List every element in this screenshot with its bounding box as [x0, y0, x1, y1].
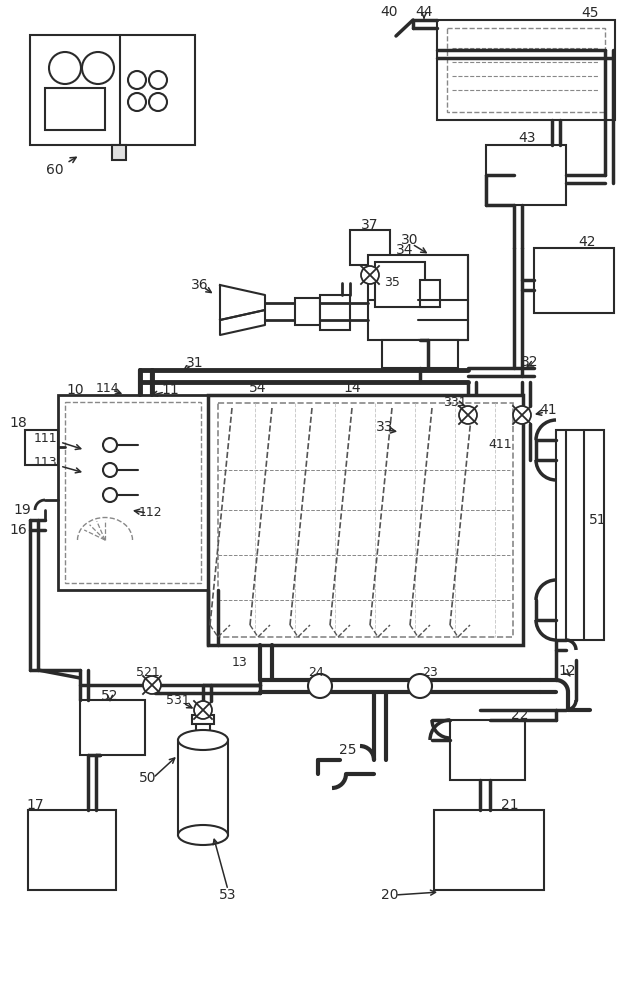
Circle shape	[459, 406, 477, 424]
Text: 521: 521	[136, 666, 160, 678]
Polygon shape	[220, 285, 265, 320]
Ellipse shape	[178, 730, 228, 750]
Bar	[65, 402, 201, 583]
Text: 21: 21	[501, 798, 519, 812]
Text: 24: 24	[308, 666, 324, 680]
Text: 331: 331	[443, 396, 467, 410]
Bar	[28, 810, 116, 890]
Ellipse shape	[178, 825, 228, 845]
Circle shape	[103, 488, 117, 502]
Text: 10: 10	[66, 383, 84, 397]
Circle shape	[103, 438, 117, 452]
Text: 41: 41	[539, 403, 557, 417]
Text: 12: 12	[558, 664, 576, 678]
Text: 18: 18	[9, 416, 27, 430]
Circle shape	[149, 71, 167, 89]
Bar	[30, 35, 195, 145]
Polygon shape	[220, 310, 265, 335]
Bar	[58, 395, 208, 590]
Circle shape	[82, 52, 114, 84]
Bar	[368, 255, 468, 340]
Bar	[218, 403, 513, 637]
Text: 411: 411	[488, 438, 512, 450]
Bar	[295, 298, 320, 325]
Text: 113: 113	[33, 456, 57, 468]
Bar	[196, 720, 210, 744]
Text: 19: 19	[13, 503, 31, 517]
Text: 45: 45	[581, 6, 599, 20]
Bar	[420, 280, 440, 307]
Text: 40: 40	[380, 5, 398, 19]
Bar	[208, 395, 523, 645]
Text: 23: 23	[422, 666, 438, 680]
Bar	[45, 88, 105, 130]
Circle shape	[49, 52, 81, 84]
Circle shape	[128, 93, 146, 111]
Text: 50: 50	[139, 771, 156, 785]
Bar	[437, 20, 615, 120]
Circle shape	[143, 676, 161, 694]
Text: 31: 31	[186, 356, 204, 370]
Circle shape	[194, 701, 212, 719]
Circle shape	[128, 71, 146, 89]
Text: 42: 42	[578, 235, 596, 249]
Text: 53: 53	[219, 888, 237, 902]
Bar	[192, 715, 214, 724]
Text: 35: 35	[384, 275, 400, 288]
Bar	[375, 262, 425, 307]
Circle shape	[103, 463, 117, 477]
Text: 30: 30	[401, 233, 419, 247]
Bar	[447, 28, 605, 112]
Text: 52: 52	[101, 689, 119, 703]
Text: 43: 43	[518, 131, 536, 145]
Text: 112: 112	[138, 506, 162, 518]
Text: 16: 16	[9, 523, 27, 537]
Text: 44: 44	[415, 5, 433, 19]
Text: 22: 22	[511, 708, 529, 722]
Bar	[25, 430, 58, 465]
Circle shape	[149, 93, 167, 111]
Text: 111: 111	[33, 432, 57, 444]
Bar	[486, 145, 566, 205]
Text: 36: 36	[191, 278, 209, 292]
Bar	[320, 295, 350, 330]
Bar	[178, 740, 228, 835]
Text: 54: 54	[249, 381, 267, 395]
Text: 14: 14	[343, 381, 361, 395]
Text: 37: 37	[362, 218, 379, 232]
Bar	[80, 700, 145, 755]
Text: 32: 32	[521, 355, 539, 369]
Bar	[382, 340, 458, 368]
Text: 60: 60	[46, 157, 76, 177]
Text: 34: 34	[396, 243, 414, 257]
Bar	[450, 720, 525, 780]
Circle shape	[361, 266, 379, 284]
Bar	[556, 430, 604, 640]
Text: 20: 20	[381, 888, 399, 902]
Circle shape	[408, 674, 432, 698]
Text: 11: 11	[161, 383, 179, 397]
Bar	[350, 230, 390, 265]
Bar	[534, 248, 614, 313]
Bar	[112, 145, 126, 160]
Text: 13: 13	[231, 656, 247, 668]
Text: 51: 51	[589, 513, 607, 527]
Circle shape	[308, 674, 332, 698]
Bar	[434, 810, 544, 890]
Text: 17: 17	[27, 798, 44, 812]
Text: 33: 33	[376, 420, 394, 434]
Text: 114: 114	[95, 381, 119, 394]
Text: 531: 531	[166, 694, 190, 706]
Circle shape	[513, 406, 531, 424]
Text: 25: 25	[339, 743, 357, 757]
